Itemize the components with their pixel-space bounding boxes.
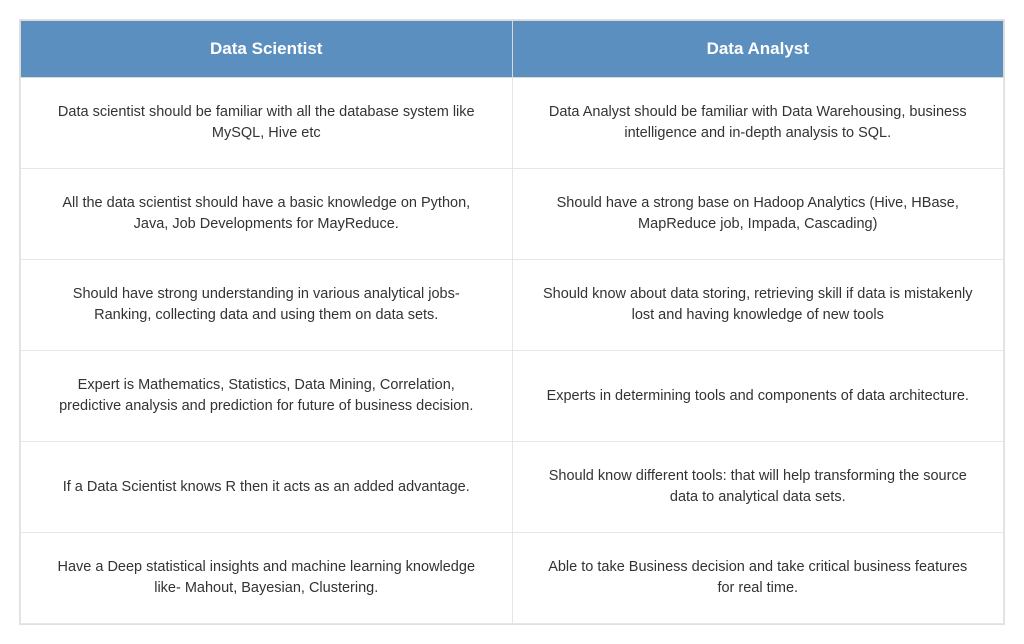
cell-scientist: Should have strong understanding in vari… xyxy=(21,260,513,351)
cell-analyst: Should know about data storing, retrievi… xyxy=(512,260,1004,351)
cell-scientist: If a Data Scientist knows R then it acts… xyxy=(21,442,513,533)
cell-scientist: Have a Deep statistical insights and mac… xyxy=(21,533,513,624)
table-row: Should have strong understanding in vari… xyxy=(21,260,1004,351)
cell-analyst: Data Analyst should be familiar with Dat… xyxy=(512,78,1004,169)
cell-analyst: Experts in determining tools and compone… xyxy=(512,351,1004,442)
column-header-data-scientist: Data Scientist xyxy=(21,21,513,78)
cell-scientist: Data scientist should be familiar with a… xyxy=(21,78,513,169)
comparison-table: Data Scientist Data Analyst Data scienti… xyxy=(20,20,1004,624)
column-header-data-analyst: Data Analyst xyxy=(512,21,1004,78)
cell-analyst: Able to take Business decision and take … xyxy=(512,533,1004,624)
cell-analyst: Should know different tools: that will h… xyxy=(512,442,1004,533)
cell-scientist: All the data scientist should have a bas… xyxy=(21,169,513,260)
table-row: All the data scientist should have a bas… xyxy=(21,169,1004,260)
cell-scientist: Expert is Mathematics, Statistics, Data … xyxy=(21,351,513,442)
table-header-row: Data Scientist Data Analyst xyxy=(21,21,1004,78)
table-row: If a Data Scientist knows R then it acts… xyxy=(21,442,1004,533)
cell-analyst: Should have a strong base on Hadoop Anal… xyxy=(512,169,1004,260)
table-row: Expert is Mathematics, Statistics, Data … xyxy=(21,351,1004,442)
table-row: Data scientist should be familiar with a… xyxy=(21,78,1004,169)
table-row: Have a Deep statistical insights and mac… xyxy=(21,533,1004,624)
